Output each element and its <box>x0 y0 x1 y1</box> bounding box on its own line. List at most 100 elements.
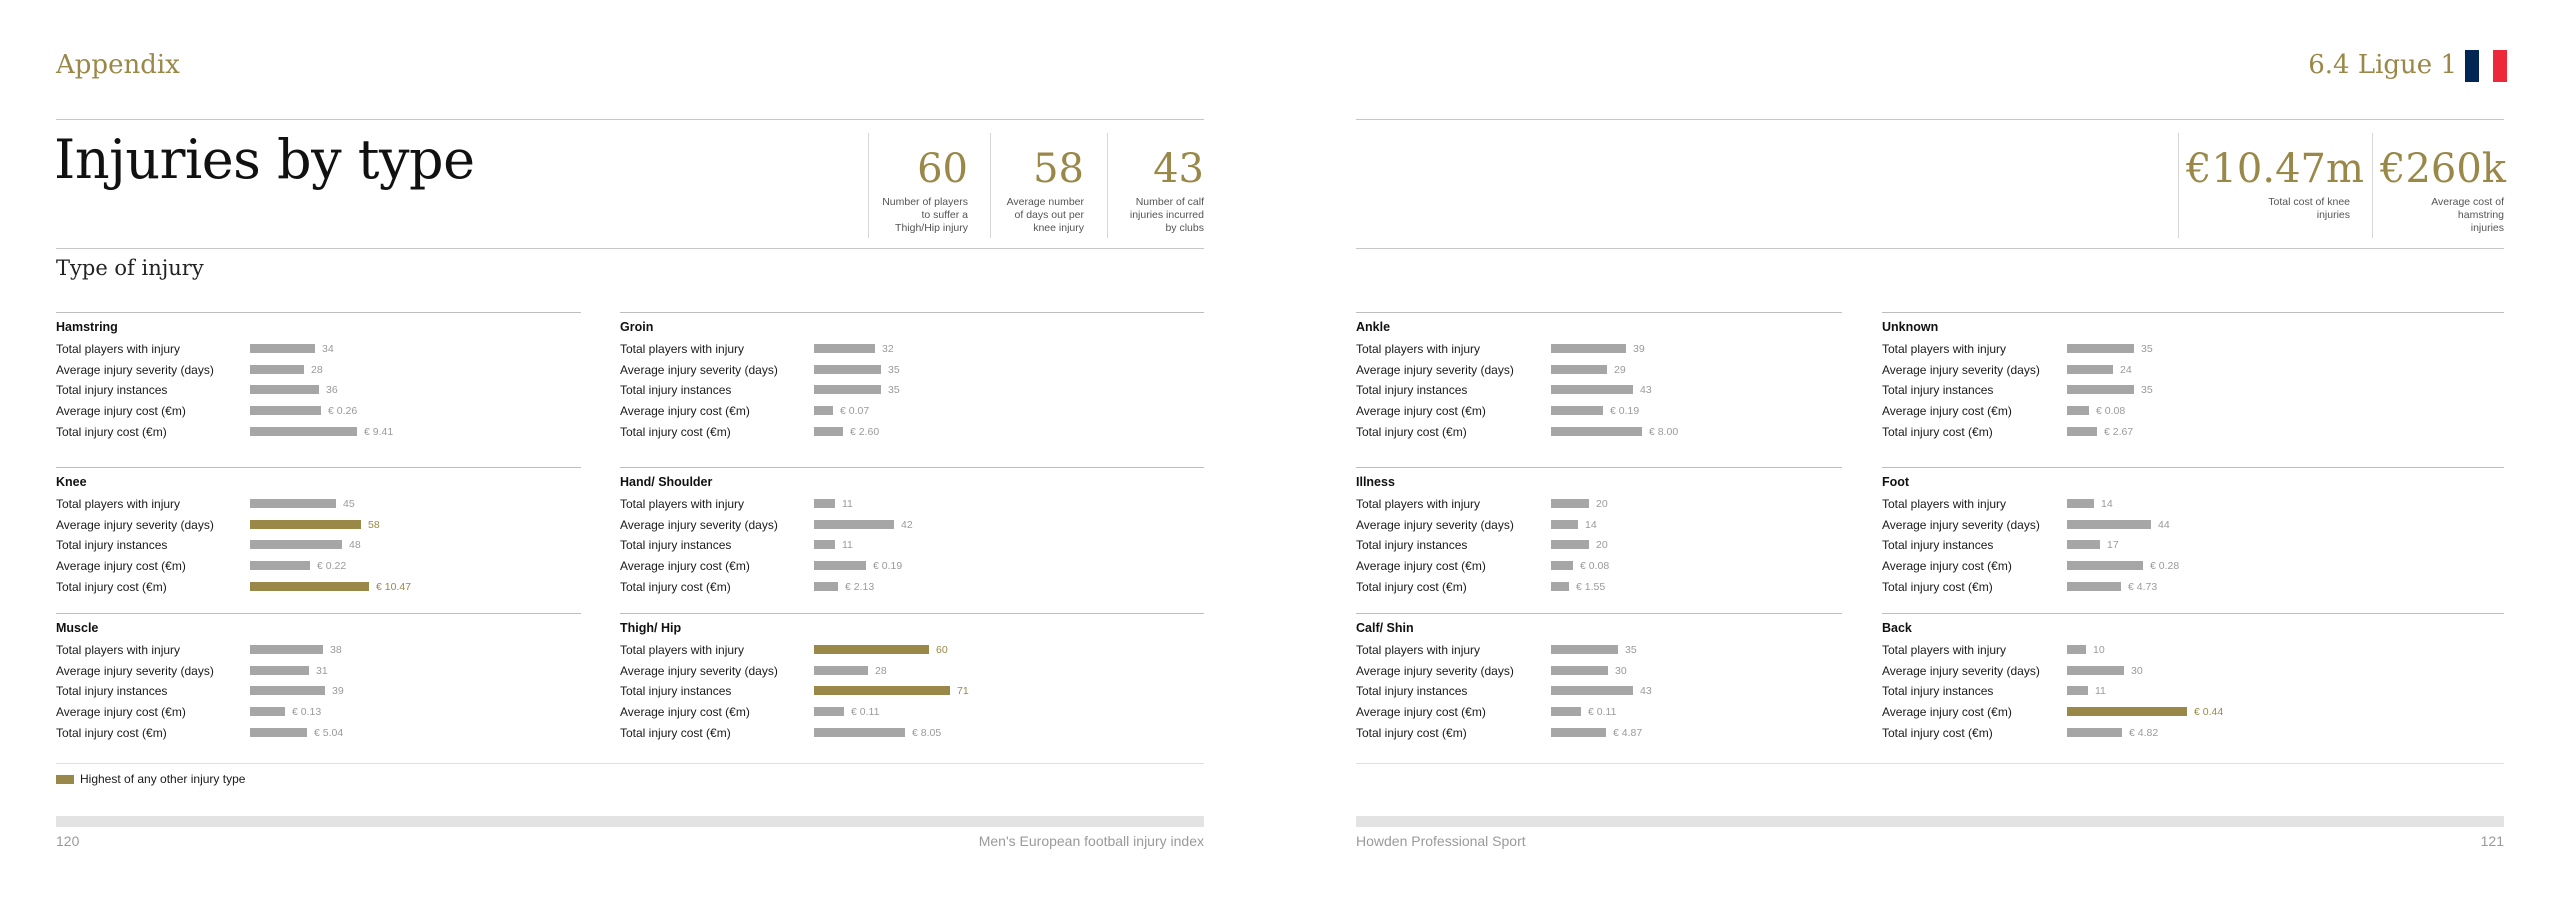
bar-value-label: 58 <box>368 519 380 531</box>
metric-label: Total players with injury <box>1882 643 2007 657</box>
metric-row: Total players with injury 45 <box>56 497 581 511</box>
metric-row: Average injury severity (days) 24 <box>1882 363 2504 377</box>
metric-label: Average injury cost (€m) <box>1356 404 1486 418</box>
bar <box>814 582 838 591</box>
bar-value-label: 28 <box>875 665 887 677</box>
metric-label: Average injury severity (days) <box>1882 664 2040 678</box>
metric-label: Total injury instances <box>1356 684 1468 698</box>
bar-value-label: € 2.60 <box>850 426 880 438</box>
block-rule <box>56 467 581 468</box>
injury-block-illness: Illness Total players with injury 20 Averag… <box>1356 467 1842 597</box>
injury-type-name: Unknown <box>1882 320 1939 334</box>
metric-label: Total injury cost (€m) <box>1882 726 1993 740</box>
metric-row: Total injury cost (€m) € 1.55 <box>1356 580 1842 594</box>
bar <box>250 520 361 529</box>
metric-label: Total injury cost (€m) <box>1356 580 1467 594</box>
injury-block-hamstring: Hamstring Total players with injury 34 Aver… <box>56 312 581 442</box>
bar-value-label: 17 <box>2107 539 2119 551</box>
metric-row: Average injury cost (€m) € 0.13 <box>56 705 581 719</box>
footer-title: Men's European football injury index <box>978 833 1204 849</box>
metric-row: Total injury cost (€m) € 4.82 <box>1882 726 2504 740</box>
stat-hamstring-average-cost: €260k Average cost of hamstring injuries <box>2380 146 2506 235</box>
block-rule <box>56 312 581 313</box>
metric-row: Total players with injury 32 <box>620 342 1204 356</box>
stat-divider <box>868 133 869 238</box>
metric-label: Average injury severity (days) <box>1356 518 1514 532</box>
header-rule <box>56 119 1204 120</box>
metric-row: Total injury instances 20 <box>1356 538 1842 552</box>
injury-block-ankle: Ankle Total players with injury 39 Average … <box>1356 312 1842 442</box>
bar-value-label: € 9.41 <box>364 426 394 438</box>
section-subtitle: Type of injury <box>56 256 204 280</box>
metric-row: Average injury severity (days) 58 <box>56 518 581 532</box>
metric-row: Average injury cost (€m) € 0.26 <box>56 404 581 418</box>
bar <box>1551 344 1626 353</box>
bar-value-label: 28 <box>311 364 323 376</box>
bar-value-label: 38 <box>330 644 342 656</box>
metric-row: Total players with injury 60 <box>620 643 1204 657</box>
stat-calf-injuries: 43 Number of calf injuries incurred by c… <box>1118 146 1204 235</box>
metric-label: Total injury instances <box>56 684 168 698</box>
bar <box>1551 686 1633 695</box>
bar-value-label: € 0.19 <box>873 560 903 572</box>
bar-value-label: 35 <box>2141 384 2153 396</box>
bar <box>1551 365 1607 374</box>
metric-row: Total players with injury 34 <box>56 342 581 356</box>
bar <box>2067 365 2113 374</box>
metric-row: Total injury cost (€m) € 5.04 <box>56 726 581 740</box>
bar <box>250 540 342 549</box>
injury-block-unknown: Unknown Total players with injury 35 Averag… <box>1882 312 2504 442</box>
bar <box>1551 561 1573 570</box>
metric-row: Average injury cost (€m) € 0.19 <box>620 559 1204 573</box>
metric-label: Total injury cost (€m) <box>1356 726 1467 740</box>
metric-label: Average injury severity (days) <box>56 363 214 377</box>
metric-label: Total injury cost (€m) <box>1882 425 1993 439</box>
bar-value-label: 39 <box>1633 343 1645 355</box>
block-rule <box>1882 467 2504 468</box>
injury-type-name: Calf/ Shin <box>1356 621 1414 635</box>
bar <box>1551 520 1578 529</box>
metric-label: Total injury cost (€m) <box>1356 425 1467 439</box>
metric-row: Total players with injury 39 <box>1356 342 1842 356</box>
metric-row: Total injury cost (€m) € 4.73 <box>1882 580 2504 594</box>
metric-row: Total injury instances 35 <box>1882 383 2504 397</box>
metric-label: Total injury instances <box>620 383 732 397</box>
block-rule <box>1356 613 1842 614</box>
section-label: Appendix <box>56 50 180 80</box>
bar-value-label: € 10.47 <box>376 581 412 593</box>
bar <box>250 561 310 570</box>
bar <box>2067 540 2100 549</box>
bar-value-label: 14 <box>2101 498 2113 510</box>
metric-row: Average injury cost (€m) € 0.44 <box>1882 705 2504 719</box>
injury-type-name: Back <box>1882 621 1912 635</box>
stat-label: Number of calf injuries incurred by club… <box>1129 196 1204 234</box>
bar-value-label: € 0.08 <box>1580 560 1610 572</box>
metric-label: Average injury cost (€m) <box>1882 705 2012 719</box>
page-number: 120 <box>56 833 80 849</box>
metric-label: Total players with injury <box>1356 497 1481 511</box>
bar-value-label: € 0.22 <box>317 560 347 572</box>
bar-value-label: 11 <box>2095 685 2106 697</box>
metric-label: Average injury cost (€m) <box>620 404 750 418</box>
page-title: Injuries by type <box>54 128 475 191</box>
metric-label: Total injury instances <box>620 684 732 698</box>
injury-type-name: Foot <box>1882 475 1910 489</box>
bar-value-label: 36 <box>326 384 338 396</box>
bar-value-label: 45 <box>343 498 355 510</box>
metric-row: Total injury instances 11 <box>1882 684 2504 698</box>
stat-value: 43 <box>1153 146 1204 192</box>
bar-value-label: € 8.05 <box>912 727 942 739</box>
bar <box>814 645 929 654</box>
bar <box>1551 499 1589 508</box>
bar <box>814 406 833 415</box>
bar <box>250 728 307 737</box>
injury-type-name: Hand/ Shoulder <box>620 475 713 489</box>
bar-value-label: € 4.73 <box>2128 581 2158 593</box>
bar <box>2067 385 2134 394</box>
metric-label: Total players with injury <box>620 497 745 511</box>
metric-label: Total injury instances <box>1882 684 1994 698</box>
bar <box>250 427 357 436</box>
header-rule <box>1356 248 2504 249</box>
france-flag-icon <box>2465 50 2507 82</box>
metric-label: Average injury severity (days) <box>56 518 214 532</box>
